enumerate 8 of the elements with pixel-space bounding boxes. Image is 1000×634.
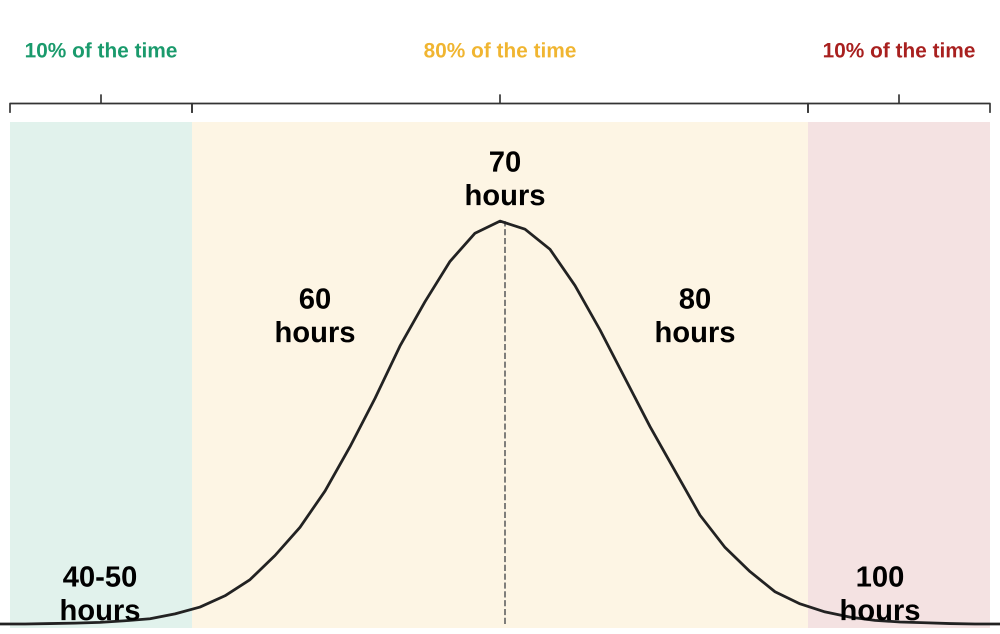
text: 70 hours — [466, 151, 544, 206]
text: 10% of the time — [824, 42, 975, 58]
annotation: 60 hours — [276, 288, 354, 342]
annotation: 80 hours — [656, 288, 734, 342]
annotation: 40-50 hours — [62, 566, 140, 620]
annotation: 100 hours — [842, 566, 920, 620]
text: 10% of the time — [26, 42, 177, 58]
text: 80% of the time — [424, 42, 576, 58]
